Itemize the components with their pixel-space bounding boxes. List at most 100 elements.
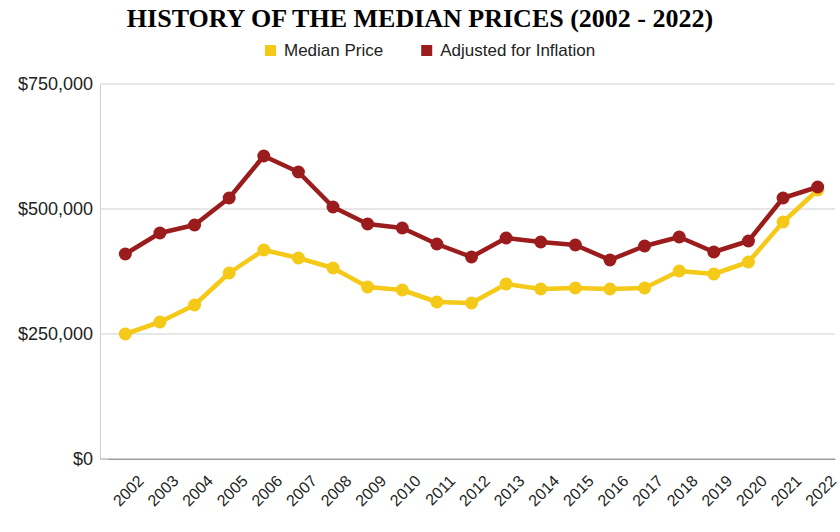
x-tick-label: 2013 [491,472,528,509]
chart: HISTORY OF THE MEDIAN PRICES (2002 - 202… [0,0,840,532]
point [534,236,547,249]
legend-swatch [265,45,276,56]
grid-line [100,459,835,460]
x-axis-line [109,459,836,460]
x-tick-label: 2017 [629,472,666,509]
point [603,283,616,296]
x-tick-label: 2021 [768,472,805,509]
point [430,296,443,309]
y-tick: $500,000 [18,199,100,219]
x-tick: 2005 [214,459,251,509]
x-tick-label: 2022 [802,472,839,509]
x-tick-label: 2014 [525,472,562,509]
series [119,184,824,341]
point [153,316,166,329]
point [638,282,651,295]
point [742,235,755,248]
x-tick: 2007 [283,459,320,509]
x-tick-label: 2010 [387,472,424,509]
grid [100,84,835,459]
series [119,150,824,267]
x-tick-label: 2003 [144,472,181,509]
legend-label: Adjusted for Inflation [440,41,595,60]
y-tick-label: $0 [73,449,93,469]
y-axis: $0 $250,000 $500,000 $750,000 [18,74,101,469]
y-tick-label: $500,000 [18,199,93,219]
point [707,246,720,259]
x-tick: 2015 [560,459,597,509]
point [673,231,686,244]
point [257,244,270,257]
point [569,239,582,252]
point [396,222,409,235]
x-tick-label: 2018 [664,472,701,509]
point [777,192,790,205]
x-tick-label: 2020 [733,472,770,509]
series-line [125,156,817,260]
x-tick-label: 2008 [317,472,354,509]
x-axis: 2002200320042005200620072008200920102011… [109,459,840,509]
x-tick: 2017 [629,459,666,509]
x-tick: 2003 [144,459,181,509]
point [257,150,270,163]
point [707,268,720,281]
point [430,238,443,251]
legend-label: Median Price [284,41,383,60]
series-line [125,190,817,334]
grid-line [100,334,835,335]
point [638,240,651,253]
x-tick: 2013 [491,459,528,509]
plot-area [119,150,824,341]
point [500,232,513,245]
x-tick: 2010 [387,459,424,509]
point [777,216,790,229]
x-tick-label: 2002 [110,472,147,509]
point [465,297,478,310]
x-tick: 2019 [698,459,735,509]
point [119,248,132,261]
point [569,282,582,295]
point [223,267,236,280]
point [188,219,201,232]
x-tick: 2009 [352,459,389,509]
title: HISTORY OF THE MEDIAN PRICES (2002 - 202… [127,4,713,33]
x-tick-label: 2012 [456,472,493,509]
legend-swatch [421,45,432,56]
grid-line [100,84,835,85]
x-tick-label: 2019 [698,472,735,509]
y-axis-line [100,85,101,460]
x-tick: 2018 [664,459,701,509]
point [223,192,236,205]
x-tick-label: 2005 [214,472,251,509]
x-tick-label: 2007 [283,472,320,509]
x-tick: 2004 [179,459,216,509]
point [742,256,755,269]
point [361,281,374,294]
x-tick: 2016 [594,459,631,509]
point [327,262,340,275]
x-tick-label: 2009 [352,472,389,509]
x-tick: 2022 [802,459,839,509]
point [361,218,374,231]
y-tick: $250,000 [18,324,100,344]
point [534,283,547,296]
y-tick-label: $750,000 [18,74,93,94]
point [188,299,201,312]
point [500,278,513,291]
x-tick: 2008 [317,459,354,509]
x-tick-label: 2011 [422,472,458,508]
x-tick: 2002 [110,459,147,509]
legend-item: Median Price [265,41,383,60]
legend: Median Price Adjusted for Inflation [265,41,595,60]
x-tick: 2020 [733,459,770,509]
point [603,254,616,267]
x-tick-label: 2004 [179,472,216,509]
point [119,328,132,341]
x-tick: 2021 [768,459,805,509]
point [811,181,824,194]
point [153,227,166,240]
y-tick: $750,000 [18,74,100,94]
y-tick-label: $250,000 [18,324,93,344]
x-tick: 2012 [456,459,493,509]
point [292,166,305,179]
